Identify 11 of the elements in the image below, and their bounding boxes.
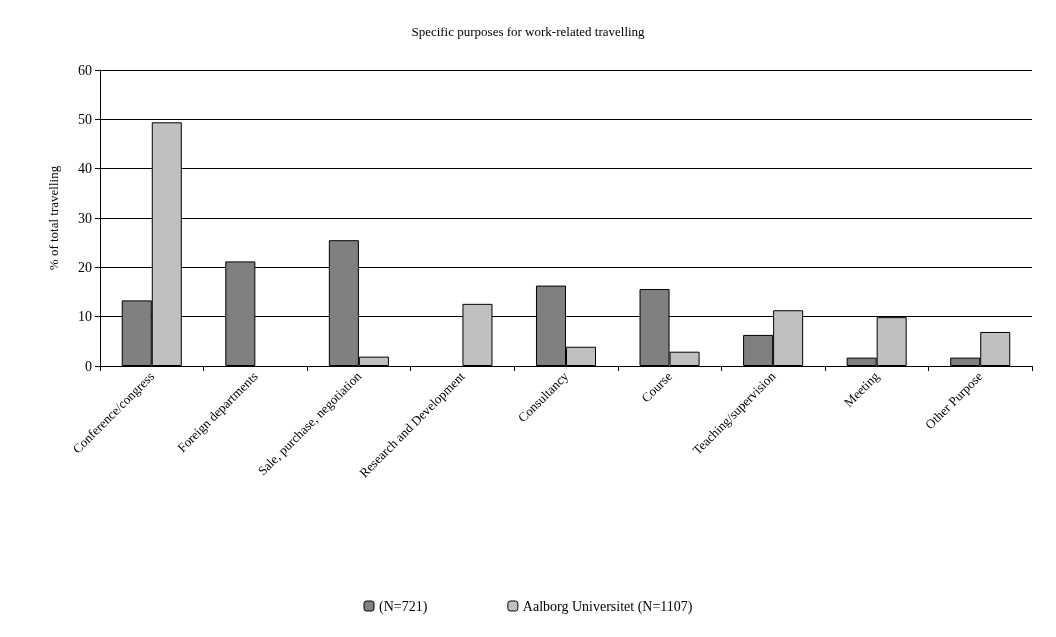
legend-label: (N=721) — [379, 598, 428, 615]
y-tick-label: 10 — [78, 309, 92, 325]
y-tick-label: 30 — [78, 210, 92, 226]
y-tick-label: 40 — [78, 161, 92, 177]
y-axis-title: % of total travelling — [46, 165, 61, 271]
y-tick-label: 60 — [78, 62, 92, 78]
legend-label: Aalborg Universitet (N=1107) — [522, 598, 693, 615]
chart-title: Specific purposes for work-related travelling — [411, 24, 646, 39]
y-tick-label: 20 — [78, 259, 92, 275]
y-tick-label: 0 — [85, 358, 92, 374]
y-tick-label: 50 — [78, 111, 92, 127]
